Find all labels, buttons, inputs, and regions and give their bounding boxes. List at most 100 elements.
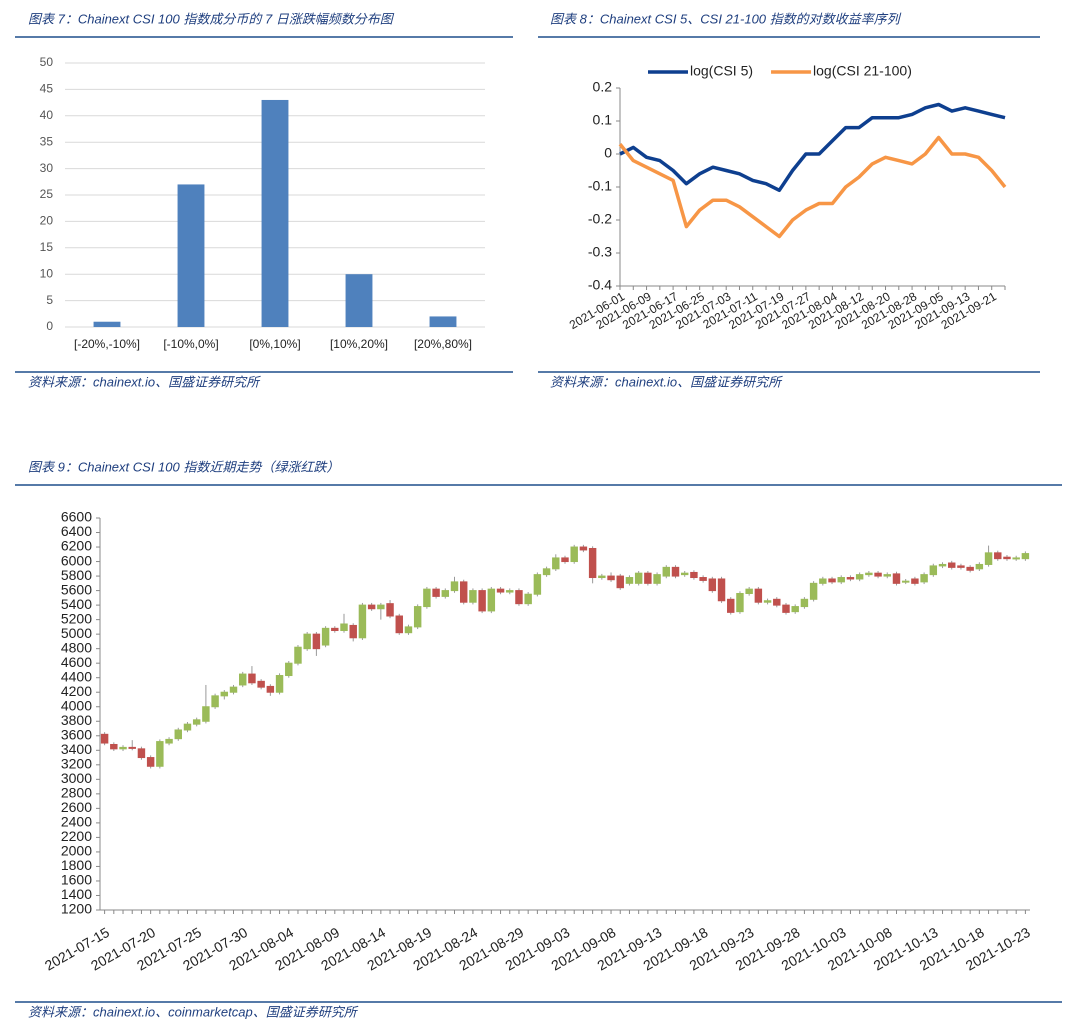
candle-body [727, 598, 735, 613]
candle-body [699, 577, 707, 581]
y-tick-label: 5 [46, 293, 53, 307]
bar [177, 184, 205, 327]
candle-body [404, 626, 413, 634]
candle-body [312, 633, 321, 650]
candle-body [202, 706, 210, 722]
candle-body [984, 552, 993, 565]
candle-body [459, 581, 468, 603]
candle-body [588, 547, 597, 579]
y-tick-label: 2200 [61, 828, 92, 844]
candle-body [183, 723, 192, 731]
candle-body [386, 603, 394, 617]
candle-body [616, 575, 624, 589]
candle-body [957, 565, 965, 568]
candle-body [395, 615, 403, 634]
candle-body [662, 566, 671, 577]
y-tick-label: 45 [40, 82, 54, 96]
source: 资料来源：chainext.io、国盛证券研究所 [28, 374, 261, 389]
y-tick-label: 4200 [61, 683, 92, 699]
candle-body [441, 590, 450, 597]
candle-body [865, 572, 873, 576]
candle-body [966, 566, 974, 571]
candle-body [110, 743, 118, 750]
candle-body [855, 574, 864, 580]
candle-body [294, 646, 302, 664]
candle-body [846, 577, 855, 580]
y-tick-label: 6400 [61, 523, 92, 539]
candle-body [819, 578, 827, 584]
candle-body [938, 563, 947, 567]
y-tick-label: 0.2 [593, 79, 613, 95]
candle-body [800, 598, 809, 608]
y-tick-label: -0.3 [588, 244, 612, 260]
y-tick-label: 35 [40, 134, 54, 148]
y-tick-label: 5400 [61, 596, 92, 612]
candle-body [487, 588, 496, 612]
y-tick-label: 3400 [61, 741, 92, 757]
candle-body [754, 588, 763, 603]
y-tick-label: 30 [40, 161, 54, 175]
candle-body [257, 680, 265, 688]
candle-body [892, 573, 901, 584]
line [619, 102, 1006, 193]
candle-body [948, 562, 956, 568]
y-tick-label: 4600 [61, 654, 92, 670]
y-tick-label: 4400 [61, 668, 92, 684]
y-tick-label: 3200 [61, 756, 92, 772]
candle-body [690, 571, 698, 579]
candle-body [469, 590, 477, 603]
y-tick-label: 0.1 [593, 112, 613, 128]
candle-body [229, 686, 238, 693]
candle-body [883, 574, 891, 577]
y-tick-label: 15 [40, 240, 54, 254]
candle-body [211, 695, 219, 708]
candle-body [137, 748, 146, 759]
candle-body [478, 590, 486, 612]
candle-body [423, 588, 431, 608]
candle-body [275, 675, 284, 693]
candle-body [220, 691, 229, 697]
candle-body [248, 673, 256, 684]
y-tick-label: 2800 [61, 785, 92, 801]
candle-body [119, 746, 127, 750]
legend-label: log(CSI 5) [690, 63, 753, 79]
y-tick-label: 1200 [61, 901, 92, 917]
y-tick-label: 0 [604, 145, 612, 161]
x-tick-label: [-20%,-10%] [74, 337, 140, 351]
candle-body [1021, 553, 1030, 560]
candle-body [874, 572, 882, 577]
candle-body [773, 598, 781, 606]
candle-body [782, 604, 790, 613]
candle-body [349, 624, 357, 639]
candle-body [763, 600, 772, 603]
y-tick-label: 2600 [61, 799, 92, 815]
x-tick-label: [10%,20%] [330, 337, 388, 351]
bar [93, 321, 121, 327]
candle-body [506, 590, 514, 593]
y-tick-label: 5800 [61, 567, 92, 583]
y-tick-label: 4000 [61, 697, 92, 713]
candle-body [285, 662, 293, 677]
chart-title: 图表 8：Chainext CSI 5、CSI 21-100 指数的对数收益率序… [550, 11, 902, 26]
y-tick-label: -0.2 [588, 211, 612, 227]
candle-body [745, 588, 753, 594]
y-tick-label: 1800 [61, 857, 92, 873]
candle-body [542, 568, 551, 576]
y-tick-label: 6600 [61, 509, 92, 525]
candle-body [128, 746, 136, 749]
source: 资料来源：chainext.io、coinmarketcap、国盛证券研究所 [28, 1004, 359, 1019]
y-tick-label: 5000 [61, 625, 92, 641]
candle-body [579, 546, 588, 551]
y-tick-label: 50 [40, 55, 54, 69]
candle-body [644, 572, 652, 584]
candle-body [1003, 556, 1011, 560]
y-tick-label: 3800 [61, 712, 92, 728]
candle-body [791, 606, 799, 613]
x-tick-label: [-10%,0%] [163, 337, 218, 351]
bar [345, 274, 373, 327]
candle-body [432, 588, 440, 597]
candle-body [920, 574, 928, 583]
candle-body [239, 673, 247, 686]
y-tick-label: 4800 [61, 639, 92, 655]
candle-body [192, 719, 201, 725]
